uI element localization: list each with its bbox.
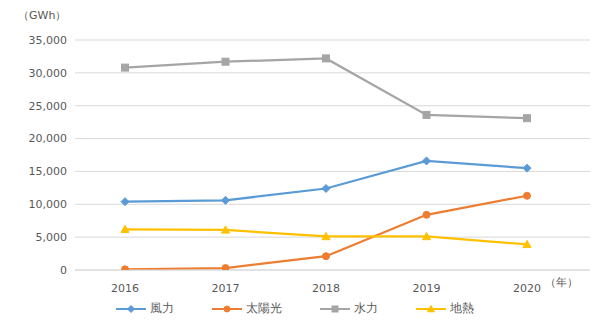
svg-text:2020: 2020 — [513, 282, 541, 295]
svg-text:5,000: 5,000 — [36, 231, 68, 244]
svg-text:25,000: 25,000 — [29, 100, 68, 113]
svg-text:2019: 2019 — [413, 282, 441, 295]
html-text:（年）: （年） — [545, 276, 578, 289]
svg-text:0: 0 — [60, 264, 67, 277]
svg-text:2017: 2017 — [212, 282, 240, 295]
html-text:地熱: 地熱 — [450, 301, 474, 315]
html-text:風力: 風力 — [150, 301, 174, 315]
svg-text:35,000: 35,000 — [29, 34, 68, 47]
html-text:水力: 水力 — [354, 301, 378, 315]
svg-text:10,000: 10,000 — [29, 198, 68, 211]
html-text:（GWh）: （GWh） — [18, 9, 67, 22]
html-text:太陽光: 太陽光 — [246, 301, 282, 315]
svg-text:20,000: 20,000 — [29, 132, 68, 145]
svg-text:2016: 2016 — [111, 282, 139, 295]
svg-text:2018: 2018 — [312, 282, 340, 295]
svg-text:15,000: 15,000 — [29, 165, 68, 178]
svg-text:30,000: 30,000 — [29, 67, 68, 80]
